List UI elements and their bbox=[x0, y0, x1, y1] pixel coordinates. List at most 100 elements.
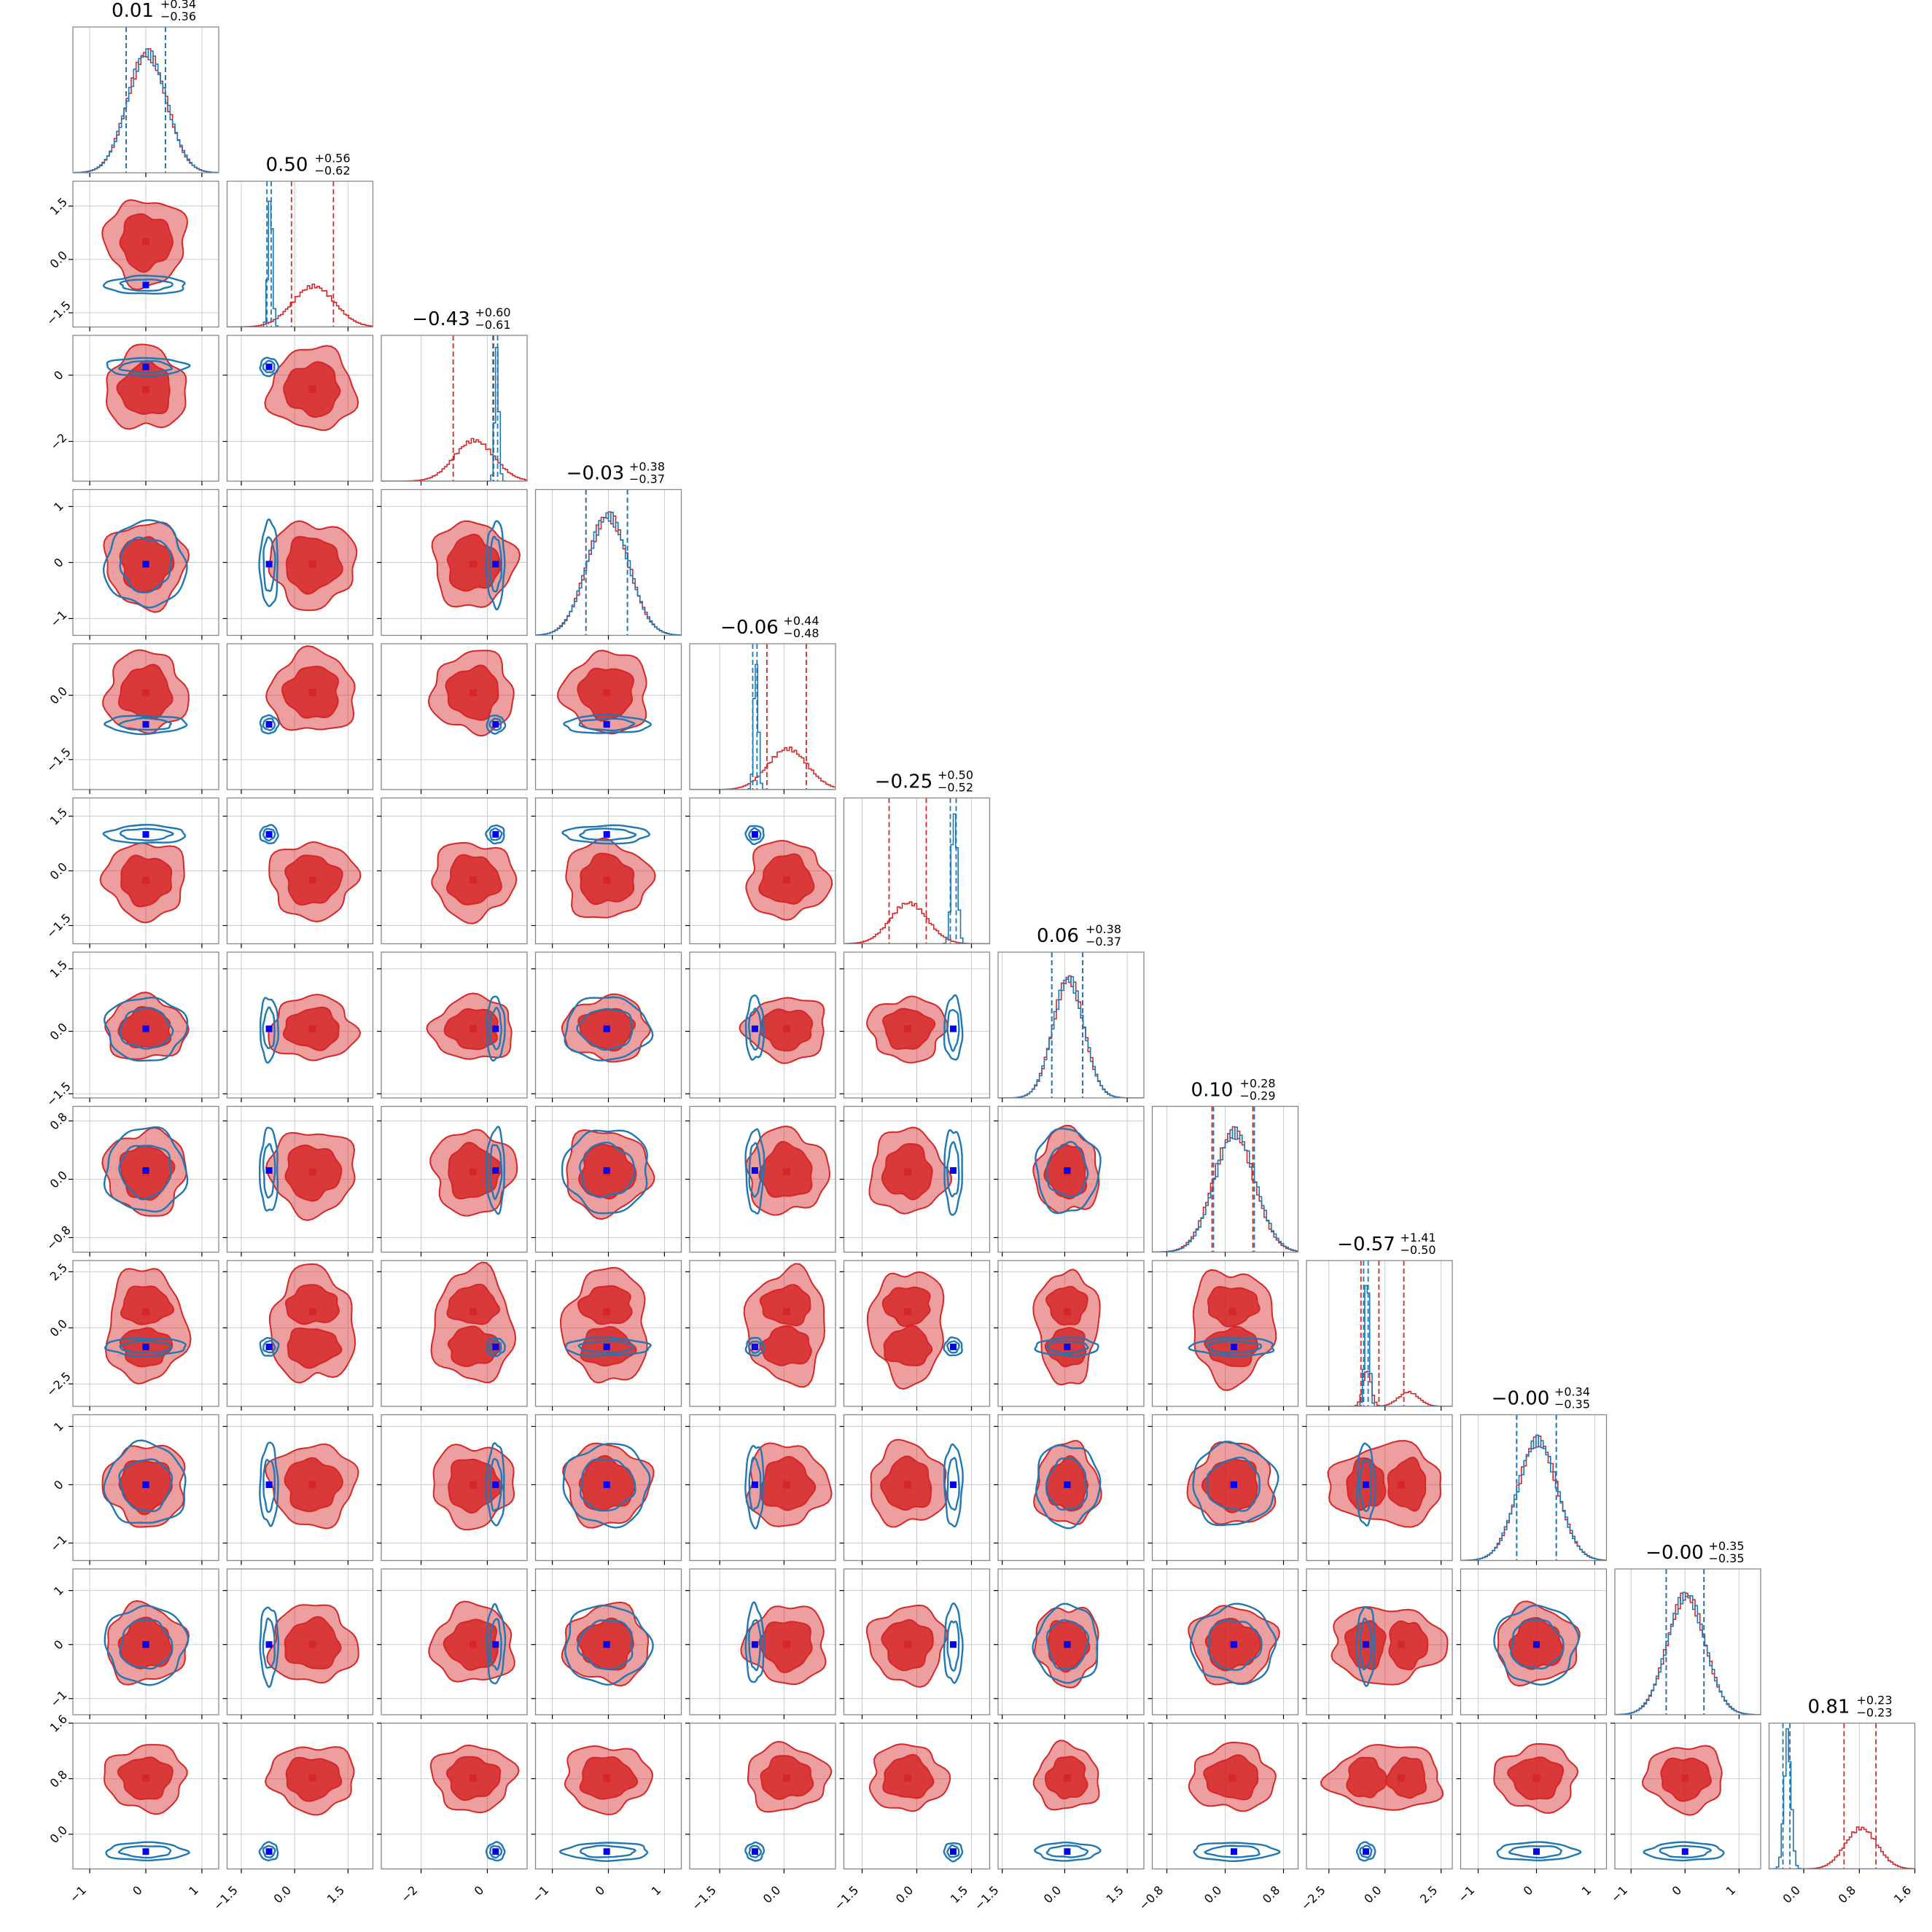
y-tick-label: 0.0 bbox=[47, 248, 70, 270]
blue-contour-outer bbox=[1189, 1602, 1277, 1686]
blue-contour-inner bbox=[1359, 1617, 1373, 1671]
blue-peak-marker bbox=[142, 721, 149, 728]
red-peak-marker bbox=[308, 876, 316, 884]
panel-7-1 bbox=[222, 1105, 374, 1257]
x-tick-label: −1 bbox=[67, 1883, 89, 1905]
y-tick-label: 0.0 bbox=[47, 684, 70, 706]
blue-peak-marker bbox=[492, 1025, 499, 1032]
y-tick-label: 1.6 bbox=[47, 1712, 70, 1734]
x-tick-label: 0.8 bbox=[1260, 1883, 1282, 1906]
panel-11-0 bbox=[69, 1722, 219, 1874]
blue-contour-outer bbox=[561, 1129, 648, 1215]
blue-peak-marker bbox=[950, 1848, 957, 1855]
blue-contour-outer bbox=[486, 1126, 505, 1215]
panel-4-3 bbox=[531, 643, 682, 794]
red-peak-marker bbox=[782, 876, 790, 884]
blue-peak-marker bbox=[142, 1025, 149, 1032]
y-tick-label: 0.0 bbox=[47, 1823, 70, 1846]
panel-6-0 bbox=[69, 951, 219, 1102]
blue-histogram bbox=[690, 663, 835, 790]
panel-frame bbox=[226, 643, 374, 790]
blue-peak-marker bbox=[1231, 1641, 1237, 1648]
blue-contour-outer bbox=[1192, 1441, 1279, 1527]
blue-contour-outer bbox=[561, 824, 651, 845]
blue-contour-outer bbox=[486, 1336, 506, 1358]
param-title-10: −0.00 bbox=[1645, 1542, 1704, 1564]
y-tick-label: 0 bbox=[51, 1478, 66, 1493]
param-title-0: 0.01 bbox=[112, 0, 154, 22]
red-peak-marker bbox=[603, 876, 611, 884]
blue-peak-marker bbox=[751, 1848, 758, 1855]
blue-contour-outer bbox=[106, 357, 191, 378]
blue-peak-marker bbox=[142, 831, 149, 838]
y-tick-label: 0.0 bbox=[47, 1020, 70, 1043]
blue-peak-marker bbox=[142, 561, 149, 568]
y-tick-label: 1.5 bbox=[47, 957, 70, 980]
red-contour-inner bbox=[1388, 1620, 1429, 1671]
hist-panel-7: 0.10 +0.28−0.29 bbox=[1151, 1077, 1299, 1257]
blue-contour-inner bbox=[579, 1458, 636, 1512]
blue-contour-outer bbox=[1193, 1842, 1281, 1863]
blue-contour-inner bbox=[1204, 1845, 1261, 1858]
blue-contour-outer bbox=[259, 1337, 280, 1357]
red-peak-marker bbox=[603, 1308, 611, 1316]
red-contour-outer bbox=[743, 1263, 825, 1388]
hist-panel-4: −0.06 +0.44−0.48 bbox=[689, 614, 836, 794]
blue-contour-inner bbox=[119, 536, 173, 593]
red-peak-marker bbox=[603, 689, 611, 697]
red-contour-inner bbox=[883, 1325, 933, 1366]
red-peak-marker bbox=[1228, 1308, 1236, 1316]
blue-peak-marker bbox=[142, 1481, 149, 1488]
blue-contour-outer bbox=[1035, 1127, 1102, 1215]
red-peak-marker bbox=[1228, 1774, 1236, 1782]
blue-contour-outer bbox=[258, 1841, 279, 1862]
red-peak-marker bbox=[469, 1025, 477, 1033]
red-peak-marker bbox=[904, 1481, 911, 1489]
red-contour-inner bbox=[446, 1283, 501, 1325]
blue-contour-inner bbox=[1207, 1619, 1263, 1671]
blue-contour-outer bbox=[564, 996, 654, 1062]
panel-frame bbox=[1306, 1722, 1453, 1870]
blue-peak-marker bbox=[492, 1848, 499, 1855]
param-title-plus-10: +0.35 bbox=[1709, 1539, 1745, 1553]
red-peak-marker bbox=[308, 1640, 316, 1648]
red-peak-marker bbox=[1532, 1774, 1540, 1782]
panel-9-1 bbox=[222, 1414, 374, 1565]
blue-contour-inner bbox=[1045, 1619, 1090, 1670]
panel-frame bbox=[1614, 1722, 1761, 1870]
hist-panel-6: 0.06 +0.38−0.37 bbox=[997, 922, 1145, 1102]
panel-frame bbox=[997, 1722, 1145, 1870]
panel-5-4 bbox=[685, 797, 836, 949]
blue-contour-inner bbox=[262, 536, 276, 593]
panel-frame bbox=[1768, 1722, 1916, 1870]
red-peak-marker bbox=[469, 1481, 477, 1489]
blue-contour-outer bbox=[104, 1605, 190, 1686]
param-title-6: 0.06 bbox=[1037, 925, 1079, 947]
hist-panel-8: −0.57 +1.41−0.50 bbox=[1306, 1231, 1453, 1411]
blue-contour-inner bbox=[117, 1845, 172, 1859]
blue-contour-inner bbox=[1359, 1845, 1373, 1859]
red-peak-marker bbox=[782, 1774, 790, 1782]
panel-frame bbox=[381, 1722, 528, 1870]
blue-contour-inner bbox=[119, 827, 174, 841]
blue-peak-marker bbox=[265, 831, 273, 838]
x-tick-label: 0.0 bbox=[760, 1883, 783, 1906]
param-title-plus-1: +0.56 bbox=[315, 152, 351, 165]
panel-2-1 bbox=[222, 335, 374, 486]
blue-contour-outer bbox=[744, 1601, 766, 1683]
red-histogram bbox=[690, 747, 835, 790]
blue-contour-inner bbox=[118, 1458, 174, 1513]
blue-contour-inner bbox=[262, 360, 276, 373]
blue-contour-inner bbox=[576, 1008, 634, 1051]
panel-4-0 bbox=[69, 643, 219, 794]
param-title-5: −0.25 bbox=[875, 771, 933, 793]
blue-contour-inner bbox=[1046, 1140, 1089, 1198]
blue-peak-marker bbox=[1231, 1481, 1237, 1488]
blue-histogram bbox=[1306, 1285, 1452, 1406]
y-tick-label: −2 bbox=[47, 431, 69, 453]
panel-6-5 bbox=[839, 951, 991, 1102]
red-histogram bbox=[1615, 1592, 1761, 1715]
panel-10-0 bbox=[69, 1568, 219, 1719]
param-title-minus-1: −0.62 bbox=[315, 164, 351, 178]
